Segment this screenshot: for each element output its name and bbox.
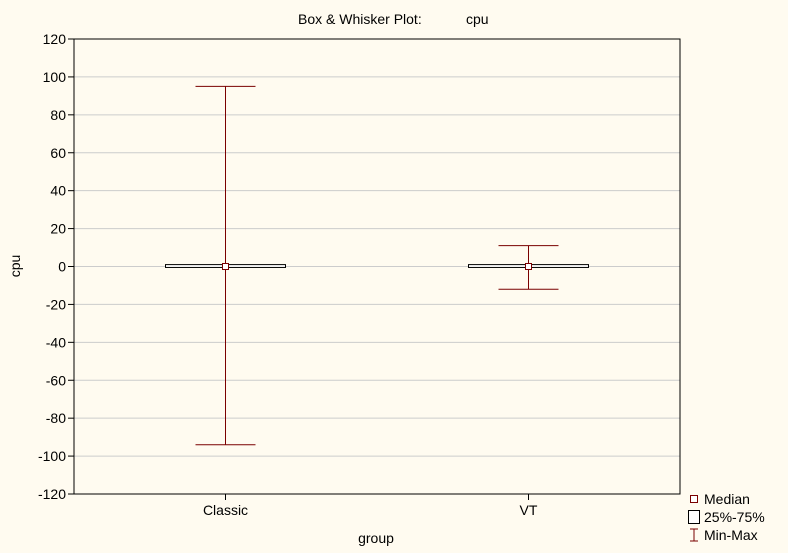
legend-label-whisker: Min-Max (704, 527, 758, 543)
y-tick-label: 80 (50, 107, 66, 123)
median-square-icon (686, 495, 702, 503)
x-tick-label: VT (520, 502, 538, 518)
chart-title-label: Box & Whisker Plot: (298, 11, 422, 27)
box-rect-icon (686, 510, 702, 524)
chart-legend: Median 25%-75% Min-Max (686, 490, 765, 544)
y-axis-ticks: -120 -100 -80 -60 -40 -20 0 20 40 60 80 100 120 (38, 31, 74, 502)
y-tick-label: -60 (46, 372, 66, 388)
legend-label-median: Median (704, 491, 750, 507)
y-tick-label: -80 (46, 410, 66, 426)
legend-item-whisker: Min-Max (686, 526, 765, 544)
x-tick-label: Classic (203, 502, 248, 518)
y-tick-label: 100 (43, 69, 67, 85)
legend-label-box: 25%-75% (704, 509, 765, 525)
y-tick-label: -20 (46, 296, 66, 312)
y-tick-label: 0 (58, 259, 66, 275)
y-tick-label: -40 (46, 334, 66, 350)
box-plots (165, 85, 589, 446)
y-axis-label: cpu (7, 255, 23, 278)
x-axis-label: group (358, 530, 394, 546)
chart-title-variable: cpu (466, 11, 489, 27)
y-tick-label: 120 (43, 31, 67, 47)
y-tick-label: -100 (38, 448, 66, 464)
median-marker (222, 263, 229, 270)
legend-item-box: 25%-75% (686, 508, 765, 526)
x-axis-ticks: Classic VT (203, 494, 538, 518)
whisker-range-icon (686, 527, 702, 543)
grid-lines (74, 76, 680, 457)
y-tick-label: 60 (50, 145, 66, 161)
y-tick-label: 20 (50, 221, 66, 237)
legend-item-median: Median (686, 490, 765, 508)
plot-frame (73, 38, 681, 495)
y-tick-label: 40 (50, 183, 66, 199)
median-marker (525, 263, 532, 270)
y-tick-label: -120 (38, 486, 66, 502)
